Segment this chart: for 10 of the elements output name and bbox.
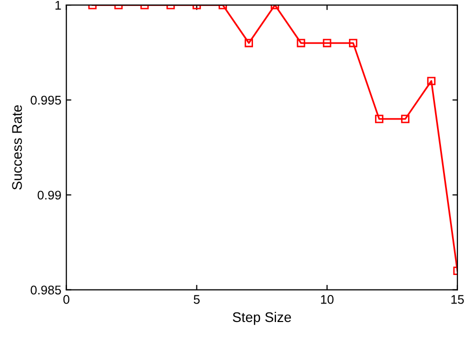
x-tick-label: 10 xyxy=(321,295,334,304)
y-tick-label: 0.995 xyxy=(30,96,61,105)
x-axis-title: Step Size xyxy=(232,312,291,325)
y-tick-label: 0.985 xyxy=(30,286,61,294)
x-tick-label: 15 xyxy=(451,295,464,304)
y-tick-label: 0.99 xyxy=(38,190,61,200)
x-tick-label: 0 xyxy=(63,295,70,304)
y-axis-title: Success Rate xyxy=(12,105,22,190)
x-tick-label: 5 xyxy=(194,295,200,304)
y-tick-label: 1 xyxy=(56,0,61,10)
